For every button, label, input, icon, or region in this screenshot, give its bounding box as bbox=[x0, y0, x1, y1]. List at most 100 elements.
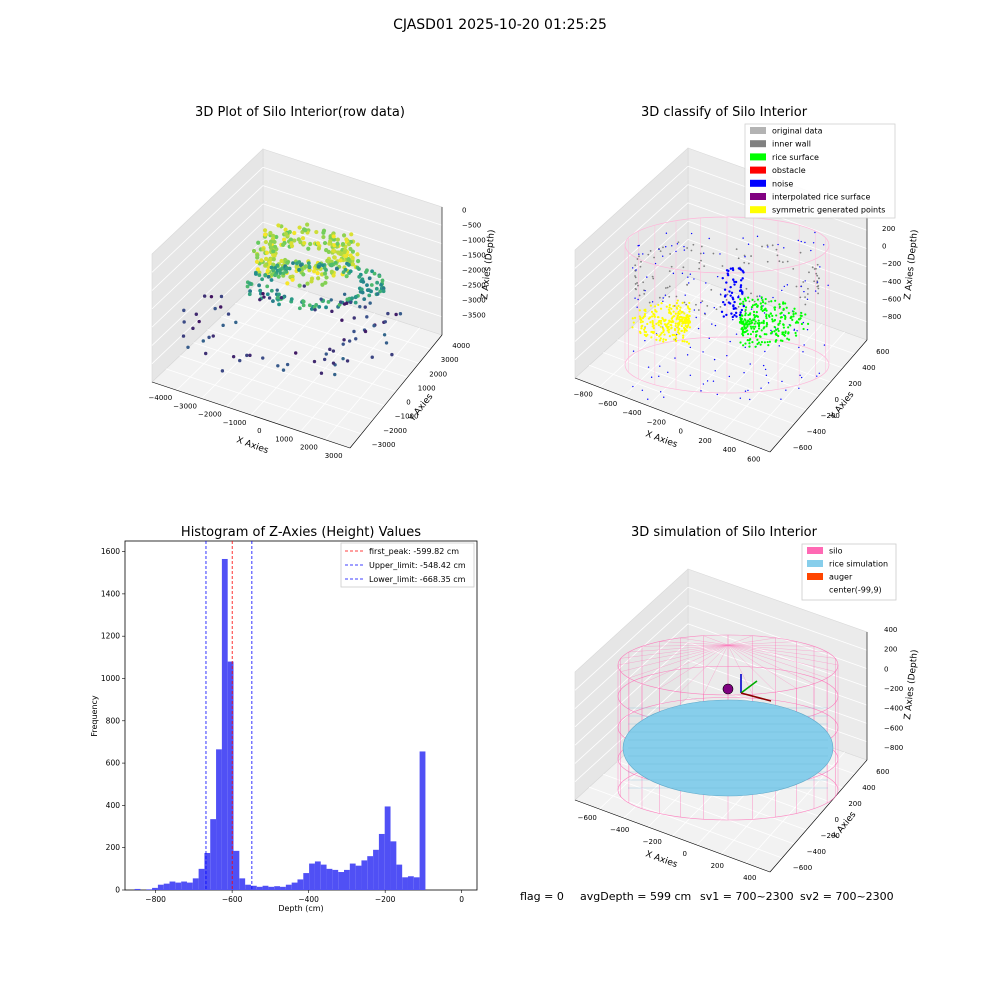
symmetric-point bbox=[656, 316, 660, 319]
inner-wall-point bbox=[748, 300, 751, 303]
grid-line bbox=[574, 165, 689, 269]
histogram-bar bbox=[390, 841, 397, 890]
tick-label: 0 bbox=[406, 399, 410, 407]
inner-wall-point bbox=[817, 292, 820, 295]
axes-pane bbox=[151, 148, 264, 383]
inner-wall-point bbox=[756, 295, 759, 298]
rice-surface-point bbox=[751, 330, 755, 333]
raw-point bbox=[348, 300, 353, 305]
grid-line bbox=[687, 586, 868, 651]
legend-swatch bbox=[750, 127, 766, 134]
raw-point bbox=[261, 247, 266, 252]
inner-wall-point bbox=[690, 249, 693, 252]
raw-point bbox=[354, 337, 358, 341]
raw-point bbox=[306, 246, 311, 251]
inner-wall-point bbox=[700, 245, 703, 248]
rice-surface-point bbox=[750, 321, 754, 324]
raw-point bbox=[358, 304, 362, 309]
raw-point bbox=[337, 302, 342, 307]
silo-roof-wire bbox=[659, 644, 729, 689]
symmetric-point bbox=[682, 326, 686, 330]
raw-point bbox=[323, 280, 328, 285]
noise-point bbox=[810, 249, 812, 252]
inner-wall-point bbox=[743, 261, 746, 264]
rice-surface-point bbox=[787, 326, 790, 329]
grid-line bbox=[151, 240, 264, 346]
tick-label: −600 bbox=[598, 400, 617, 408]
rice-surface-point bbox=[759, 343, 762, 346]
tick-label: −3000 bbox=[372, 441, 396, 449]
raw-point bbox=[254, 259, 260, 264]
silo-roof-wire bbox=[703, 635, 729, 646]
symmetric-point bbox=[665, 325, 669, 328]
grid-line bbox=[687, 257, 868, 323]
inner-wall-point bbox=[795, 285, 798, 288]
histogram-bar bbox=[250, 885, 257, 890]
rice-surface-point bbox=[792, 313, 795, 316]
raw-point bbox=[275, 263, 280, 268]
tick-label: 200 bbox=[848, 800, 861, 808]
rice-surface-point bbox=[783, 314, 787, 318]
noise-point bbox=[726, 273, 730, 277]
raw-point bbox=[275, 288, 279, 292]
noise-point bbox=[741, 269, 744, 273]
raw-point bbox=[277, 302, 281, 307]
inner-wall-point bbox=[662, 246, 664, 249]
rice-surface-point bbox=[781, 339, 784, 342]
inner-wall-point bbox=[813, 280, 816, 283]
simulation-x-ticks: −600 −400 −200 0 200 400 bbox=[578, 814, 757, 882]
noise-point bbox=[814, 290, 817, 292]
noise-point bbox=[725, 313, 728, 317]
symmetric-point bbox=[631, 317, 634, 320]
raw-point bbox=[328, 239, 333, 244]
rice-surface-point bbox=[781, 333, 784, 336]
rice-surface-point bbox=[762, 322, 765, 325]
histogram-title: Histogram of Z-Axies (Height) Values bbox=[181, 525, 421, 540]
raw-point bbox=[231, 354, 236, 359]
raw-point bbox=[335, 241, 340, 246]
inner-wall-point bbox=[642, 281, 645, 284]
inner-wall-point bbox=[799, 251, 802, 254]
y-tick-label: 200 bbox=[106, 843, 121, 852]
inner-wall-point bbox=[666, 286, 669, 289]
symmetric-point bbox=[683, 330, 686, 334]
symmetric-point bbox=[677, 329, 680, 332]
legend-label: interpolated rice surface bbox=[772, 193, 870, 202]
inner-wall-point bbox=[700, 259, 702, 262]
symmetric-point bbox=[651, 315, 654, 318]
tick-label: −800 bbox=[884, 744, 903, 752]
noise-point bbox=[681, 272, 684, 275]
histogram-bar bbox=[152, 887, 158, 890]
noise-point bbox=[803, 344, 805, 346]
symmetric-point bbox=[668, 328, 671, 331]
rice-surface-point bbox=[756, 305, 759, 308]
symmetric-point bbox=[675, 302, 679, 305]
simulation-rice-disk bbox=[622, 699, 834, 797]
rice-surface-point bbox=[752, 310, 756, 314]
raw-point bbox=[360, 290, 365, 295]
inner-wall-point bbox=[766, 244, 769, 247]
raw-point bbox=[226, 312, 231, 316]
tick-label: −2000 bbox=[383, 427, 407, 435]
noise-point bbox=[675, 250, 677, 253]
noise-point bbox=[785, 389, 787, 391]
noise-point bbox=[686, 354, 689, 356]
inner-wall-point bbox=[698, 261, 701, 264]
rice-surface-point bbox=[771, 318, 774, 321]
raw-point bbox=[255, 253, 260, 258]
symmetric-point bbox=[639, 317, 642, 320]
rice-surface-point bbox=[787, 338, 791, 341]
rice-surface-point bbox=[770, 300, 773, 303]
raw-point bbox=[294, 264, 299, 269]
noise-point bbox=[738, 313, 742, 317]
symmetric-point bbox=[676, 317, 679, 320]
rice-surface-point bbox=[771, 330, 774, 333]
raw-point bbox=[338, 300, 343, 304]
symmetric-point bbox=[662, 329, 665, 332]
symmetric-point bbox=[688, 301, 691, 305]
noise-point bbox=[744, 256, 746, 258]
noise-point bbox=[700, 390, 702, 392]
histogram-bar bbox=[297, 879, 304, 890]
histogram-bar bbox=[407, 876, 414, 890]
